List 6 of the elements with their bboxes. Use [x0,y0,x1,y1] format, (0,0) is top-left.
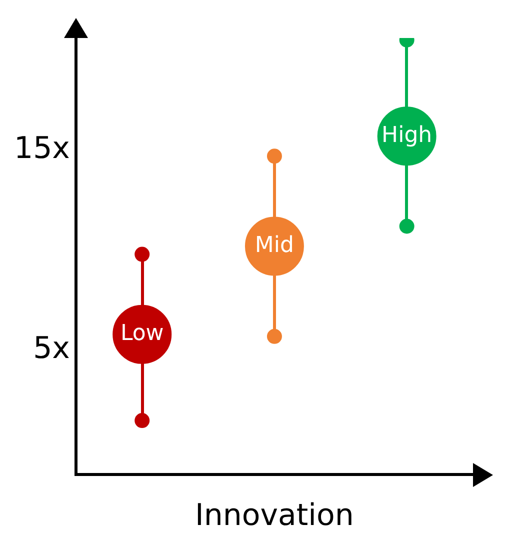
series-label: Low [120,321,164,346]
x-axis-title: Innovation [195,498,354,533]
series-label: High [382,122,432,148]
y-tick-label: 15x [14,130,70,166]
series-label: Mid [254,233,294,258]
y-tick-label: 5x [33,331,70,366]
